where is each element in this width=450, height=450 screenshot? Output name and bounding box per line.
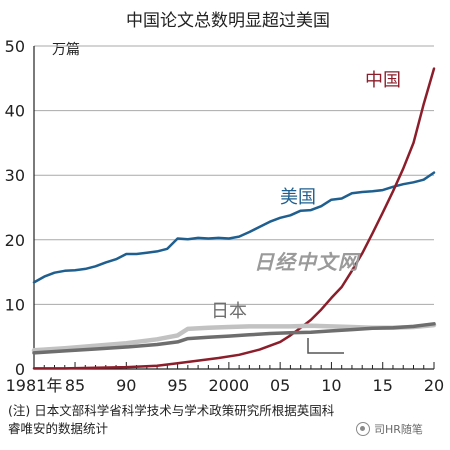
wechat-badge: 司HR随笔 [356,421,423,437]
series-line-1 [32,171,436,284]
x-tick-label: 20 [424,376,444,395]
y-tick-label: 50 [5,37,25,56]
chart-title: 中国论文总数明显超过美国 [126,11,330,31]
y-tick-label: 10 [5,295,25,314]
x-tick-label: 95 [167,376,187,395]
series-lines [31,67,437,370]
axes: 0 10 20 30 40 50 1981年 85 90 95 2000 05 10 15 20 [5,37,445,395]
series-label: 日本 [211,301,247,322]
y-tick-label: 40 [5,102,25,121]
series-label: 美国 [280,187,316,208]
y-tick-label: 20 [5,231,25,250]
series-line-4 [32,322,436,355]
series-line-2 [32,67,436,370]
x-tick-label: 15 [373,376,393,395]
x-tick-label: 10 [321,376,341,395]
wechat-icon [356,422,370,436]
watermark: 日经中文网 [254,250,359,274]
x-tick-label: 05 [270,376,290,395]
source-note: (注) 日本文部科学省科学技术与学术政策研究所根据英国科睿唯安的数据统计 [8,403,335,436]
wechat-account-name: 司HR随笔 [374,423,423,436]
series-label: 中国 [365,70,401,91]
y-axis-unit: 万篇 [52,42,80,58]
gridlines [34,45,434,305]
x-tick-label: 85 [65,376,85,395]
bracket-mark [307,338,344,354]
x-tick-label: 2000 [209,376,250,395]
y-tick-label: 30 [5,166,25,185]
x-tick-label: 90 [116,376,136,395]
y-tick-label: 0 [15,360,25,379]
x-tick-label: 1981年 [6,376,63,395]
